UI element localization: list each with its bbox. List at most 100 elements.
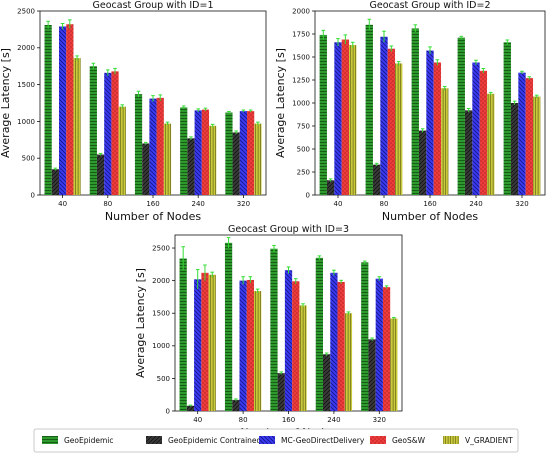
bar [518,72,526,195]
bar [201,272,209,411]
bar [533,96,541,195]
bar [315,257,324,411]
bar [426,50,434,196]
bar [372,164,381,195]
bar [149,98,157,195]
chart-panel-3: Geocast Group with ID=3 0 500 1000 1500 2000 2… [134,224,403,439]
bar [503,42,511,195]
bar [344,313,353,411]
bar [319,34,327,195]
y-tick-label: 500 [22,155,35,163]
y-tick-label: 250 [297,168,310,176]
bar [208,274,216,411]
x-tick-label: 320 [373,416,386,424]
bar [111,71,119,195]
bar [472,62,480,195]
chart-panel-1: Geocast Group with ID=1 0 500 1000 1500 2000 2… [0,0,267,223]
bar [277,373,285,411]
bar [323,354,331,411]
bar [365,24,373,195]
bar [239,280,247,411]
bar [270,248,278,411]
legend-swatch [146,436,162,444]
x-axis-label: Number of Nodes [105,210,201,223]
y-tick-label: 1000 [152,342,170,350]
bar [163,123,172,195]
y-tick-label: 1500 [292,53,310,61]
bar [179,258,187,411]
bar [156,97,164,195]
bar [457,37,465,196]
bar [334,42,342,195]
bar [224,242,233,411]
bar [479,70,488,195]
bar [246,279,254,411]
chart-title: Geocast Group with ID=1 [93,0,214,11]
x-tick-label: 80 [239,416,248,424]
bar [380,36,388,196]
bar [232,399,240,411]
x-axis-label: Number of Nodes [382,210,478,223]
bar [254,123,262,195]
y-tick-label: 2500 [17,7,35,15]
bar [187,138,195,195]
x-tick-label: 240 [469,200,482,208]
bar [51,169,59,195]
y-tick-label: 2500 [152,244,170,252]
x-tick-label: 320 [515,200,528,208]
y-tick-label: 0 [306,191,310,199]
bar [104,72,112,195]
chart-title: Geocast Group with ID=3 [228,224,349,235]
x-tick-label: 40 [58,200,67,208]
bar [66,24,74,195]
bar [96,154,105,195]
legend-entry: GeoEpidemic Contrained [168,436,262,445]
legend: GeoEpidemic GeoEpidemic Contrained MC-GeoD… [33,428,519,453]
y-tick-label: 0 [166,407,170,415]
bar [341,39,350,195]
x-tick-label: 160 [423,200,436,208]
legend-swatch [42,436,58,444]
x-tick-label: 240 [192,200,205,208]
bar [337,281,345,411]
bar [209,125,217,195]
y-tick-label: 0 [31,191,35,199]
x-tick-label: 40 [193,416,202,424]
bar [418,130,427,195]
y-axis-label: Average Latency [s] [274,48,287,158]
bar [201,109,210,195]
y-tick-label: 2000 [292,7,310,15]
bar [368,339,376,411]
y-tick-label: 1500 [17,81,35,89]
bar [487,93,495,195]
bar [142,143,150,195]
bar [433,62,442,195]
y-axis-label: Average Latency [s] [134,268,147,378]
bar [239,111,248,195]
bar [44,24,52,196]
x-tick-label: 160 [282,416,295,424]
legend-entry: GeoEpidemic [64,436,114,445]
y-tick-label: 500 [157,375,170,383]
bar [180,107,188,195]
legend-frame [33,428,519,453]
legend-swatch [370,436,386,444]
y-axis-label: Average Latency [s] [0,48,12,158]
x-tick-label: 160 [146,200,159,208]
bar [58,26,67,196]
bar [390,318,398,411]
legend-entry: MC-GeoDirectDelivery [281,436,365,445]
bar [284,270,293,411]
x-tick-label: 80 [380,200,389,208]
bar [375,278,383,411]
y-tick-label: 1500 [152,310,170,318]
bar [73,58,81,195]
bar [292,281,300,411]
y-tick-label: 2000 [17,44,35,52]
bar [299,305,307,411]
y-tick-label: 500 [297,145,310,153]
bar [253,291,262,411]
y-tick-label: 1000 [292,99,310,107]
bar [525,78,534,195]
